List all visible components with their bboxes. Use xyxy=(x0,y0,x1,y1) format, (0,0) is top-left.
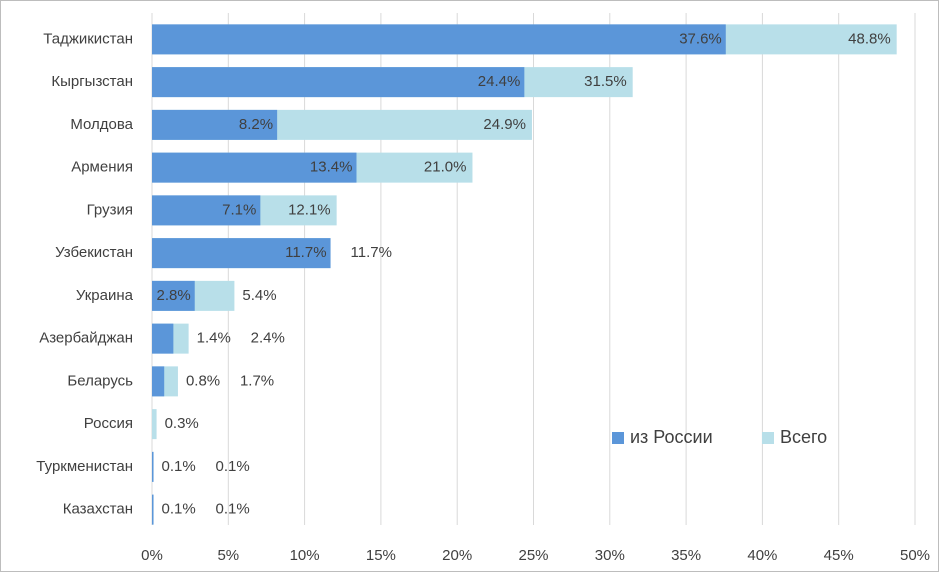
y-tick-label: Грузия xyxy=(87,201,133,218)
x-tick-label: 0% xyxy=(141,547,163,564)
data-label: 1.4% xyxy=(197,330,231,347)
data-label: 11.7% xyxy=(285,244,326,261)
bar xyxy=(152,280,195,311)
data-label: 0.1% xyxy=(162,501,196,518)
data-label: 1.7% xyxy=(240,372,274,389)
x-tick-label: 45% xyxy=(824,547,854,564)
y-tick-label: Беларусь xyxy=(67,372,133,389)
data-label: 5.4% xyxy=(242,287,276,304)
bar xyxy=(152,323,174,354)
data-label: 2.8% xyxy=(157,287,191,304)
y-tick-label: Молдова xyxy=(70,116,133,133)
data-label: 8.2% xyxy=(239,116,273,133)
y-tick-label: Кыргызстан xyxy=(51,73,133,90)
legend-swatch xyxy=(762,432,774,444)
bar xyxy=(152,409,157,440)
bar xyxy=(152,195,261,226)
data-label: 13.4% xyxy=(310,159,353,176)
x-tick-label: 10% xyxy=(290,547,320,564)
legend-label: из России xyxy=(630,427,713,447)
x-tick-label: 35% xyxy=(671,547,701,564)
bar xyxy=(152,451,154,482)
y-tick-label: Таджикистан xyxy=(43,30,133,47)
y-tick-label: Россия xyxy=(84,415,133,432)
bar xyxy=(152,67,525,98)
legend-swatch xyxy=(612,432,624,444)
y-tick-label: Туркменистан xyxy=(36,458,133,475)
bar xyxy=(152,109,278,140)
data-label: 2.4% xyxy=(251,330,285,347)
x-tick-label: 25% xyxy=(518,547,548,564)
bar xyxy=(152,366,165,397)
bar xyxy=(152,494,154,525)
x-tick-label: 5% xyxy=(217,547,239,564)
bar xyxy=(152,238,331,269)
bar xyxy=(152,152,357,183)
bar xyxy=(152,24,726,55)
data-label: 11.7% xyxy=(351,244,392,261)
y-tick-label: Украина xyxy=(76,287,134,304)
y-tick-label: Узбекистан xyxy=(55,244,133,261)
x-tick-label: 40% xyxy=(747,547,777,564)
x-tick-label: 20% xyxy=(442,547,472,564)
data-label: 0.3% xyxy=(165,415,199,432)
data-label: 12.1% xyxy=(288,201,331,218)
data-label: 0.1% xyxy=(216,458,250,475)
legend-label: Всего xyxy=(780,427,827,447)
data-label: 0.8% xyxy=(186,372,220,389)
data-label: 21.0% xyxy=(424,159,467,176)
data-label: 0.1% xyxy=(162,458,196,475)
data-label: 24.9% xyxy=(483,116,526,133)
data-label: 24.4% xyxy=(478,73,521,90)
x-tick-label: 30% xyxy=(595,547,625,564)
data-label: 31.5% xyxy=(584,73,627,90)
data-label: 0.1% xyxy=(216,501,250,518)
y-tick-label: Азербайджан xyxy=(39,330,133,347)
x-tick-label: 15% xyxy=(366,547,396,564)
data-label: 48.8% xyxy=(848,30,891,47)
x-tick-label: 50% xyxy=(900,547,930,564)
data-label: 7.1% xyxy=(222,201,256,218)
data-label: 37.6% xyxy=(679,30,722,47)
y-tick-label: Армения xyxy=(71,159,133,176)
y-tick-label: Казахстан xyxy=(63,501,133,518)
